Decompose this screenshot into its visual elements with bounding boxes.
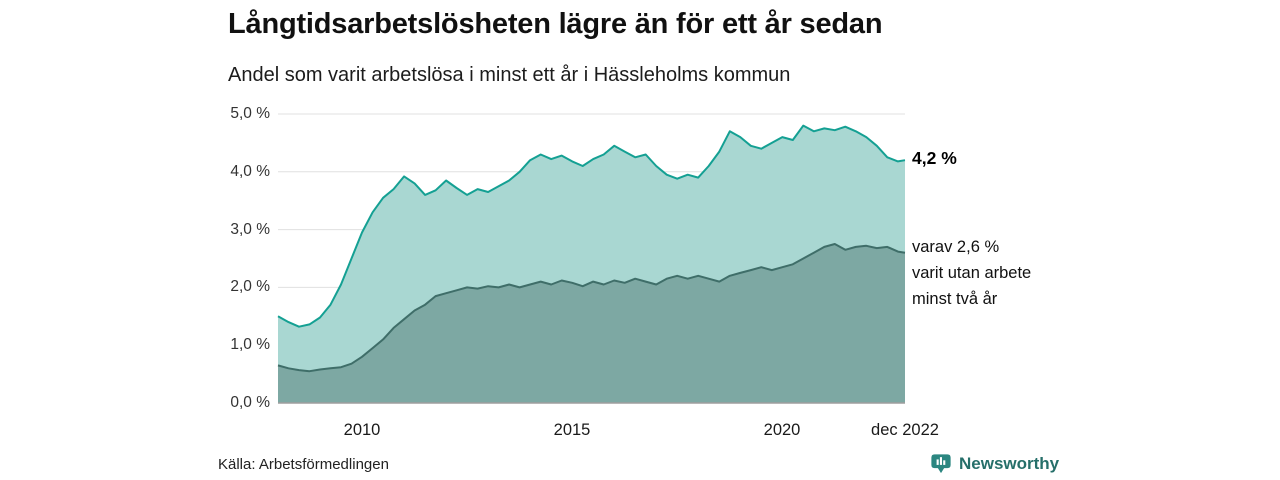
x-axis-tick-dec-2022: dec 2022 [871, 421, 939, 439]
newsworthy-logo: Newsworthy [930, 453, 1059, 475]
x-axis-tick-2010: 2010 [343, 421, 381, 439]
x-axis-tick-2015: 2015 [553, 421, 591, 439]
annotation-two-years-line-1: varav 2,6 % [912, 238, 1000, 256]
x-axis-tick-2020: 2020 [763, 421, 801, 439]
annotation-two-years: varav 2,6 % varit utan arbete minst två … [912, 234, 1031, 312]
y-axis-tick-5: 5,0 % [230, 105, 270, 122]
chart-title: Långtidsarbetslösheten lägre än för ett … [228, 8, 883, 40]
y-axis-tick-3: 3,0 % [230, 221, 270, 238]
y-axis-tick-4: 4,0 % [230, 163, 270, 180]
y-axis-tick-2: 2,0 % [230, 278, 270, 295]
newsworthy-wordmark: Newsworthy [959, 454, 1060, 473]
chart-subtitle: Andel som varit arbetslösa i minst ett å… [228, 64, 791, 86]
annotation-latest-total: 4,2 % [912, 148, 957, 168]
annotation-two-years-line-2: varit utan arbete [912, 264, 1032, 282]
y-axis-tick-0: 0,0 % [230, 394, 270, 411]
newsworthy-icon [931, 454, 951, 474]
source-note: Källa: Arbetsförmedlingen [218, 456, 389, 473]
annotation-two-years-line-3: minst två år [912, 290, 998, 308]
y-axis-tick-1: 1,0 % [230, 336, 270, 353]
